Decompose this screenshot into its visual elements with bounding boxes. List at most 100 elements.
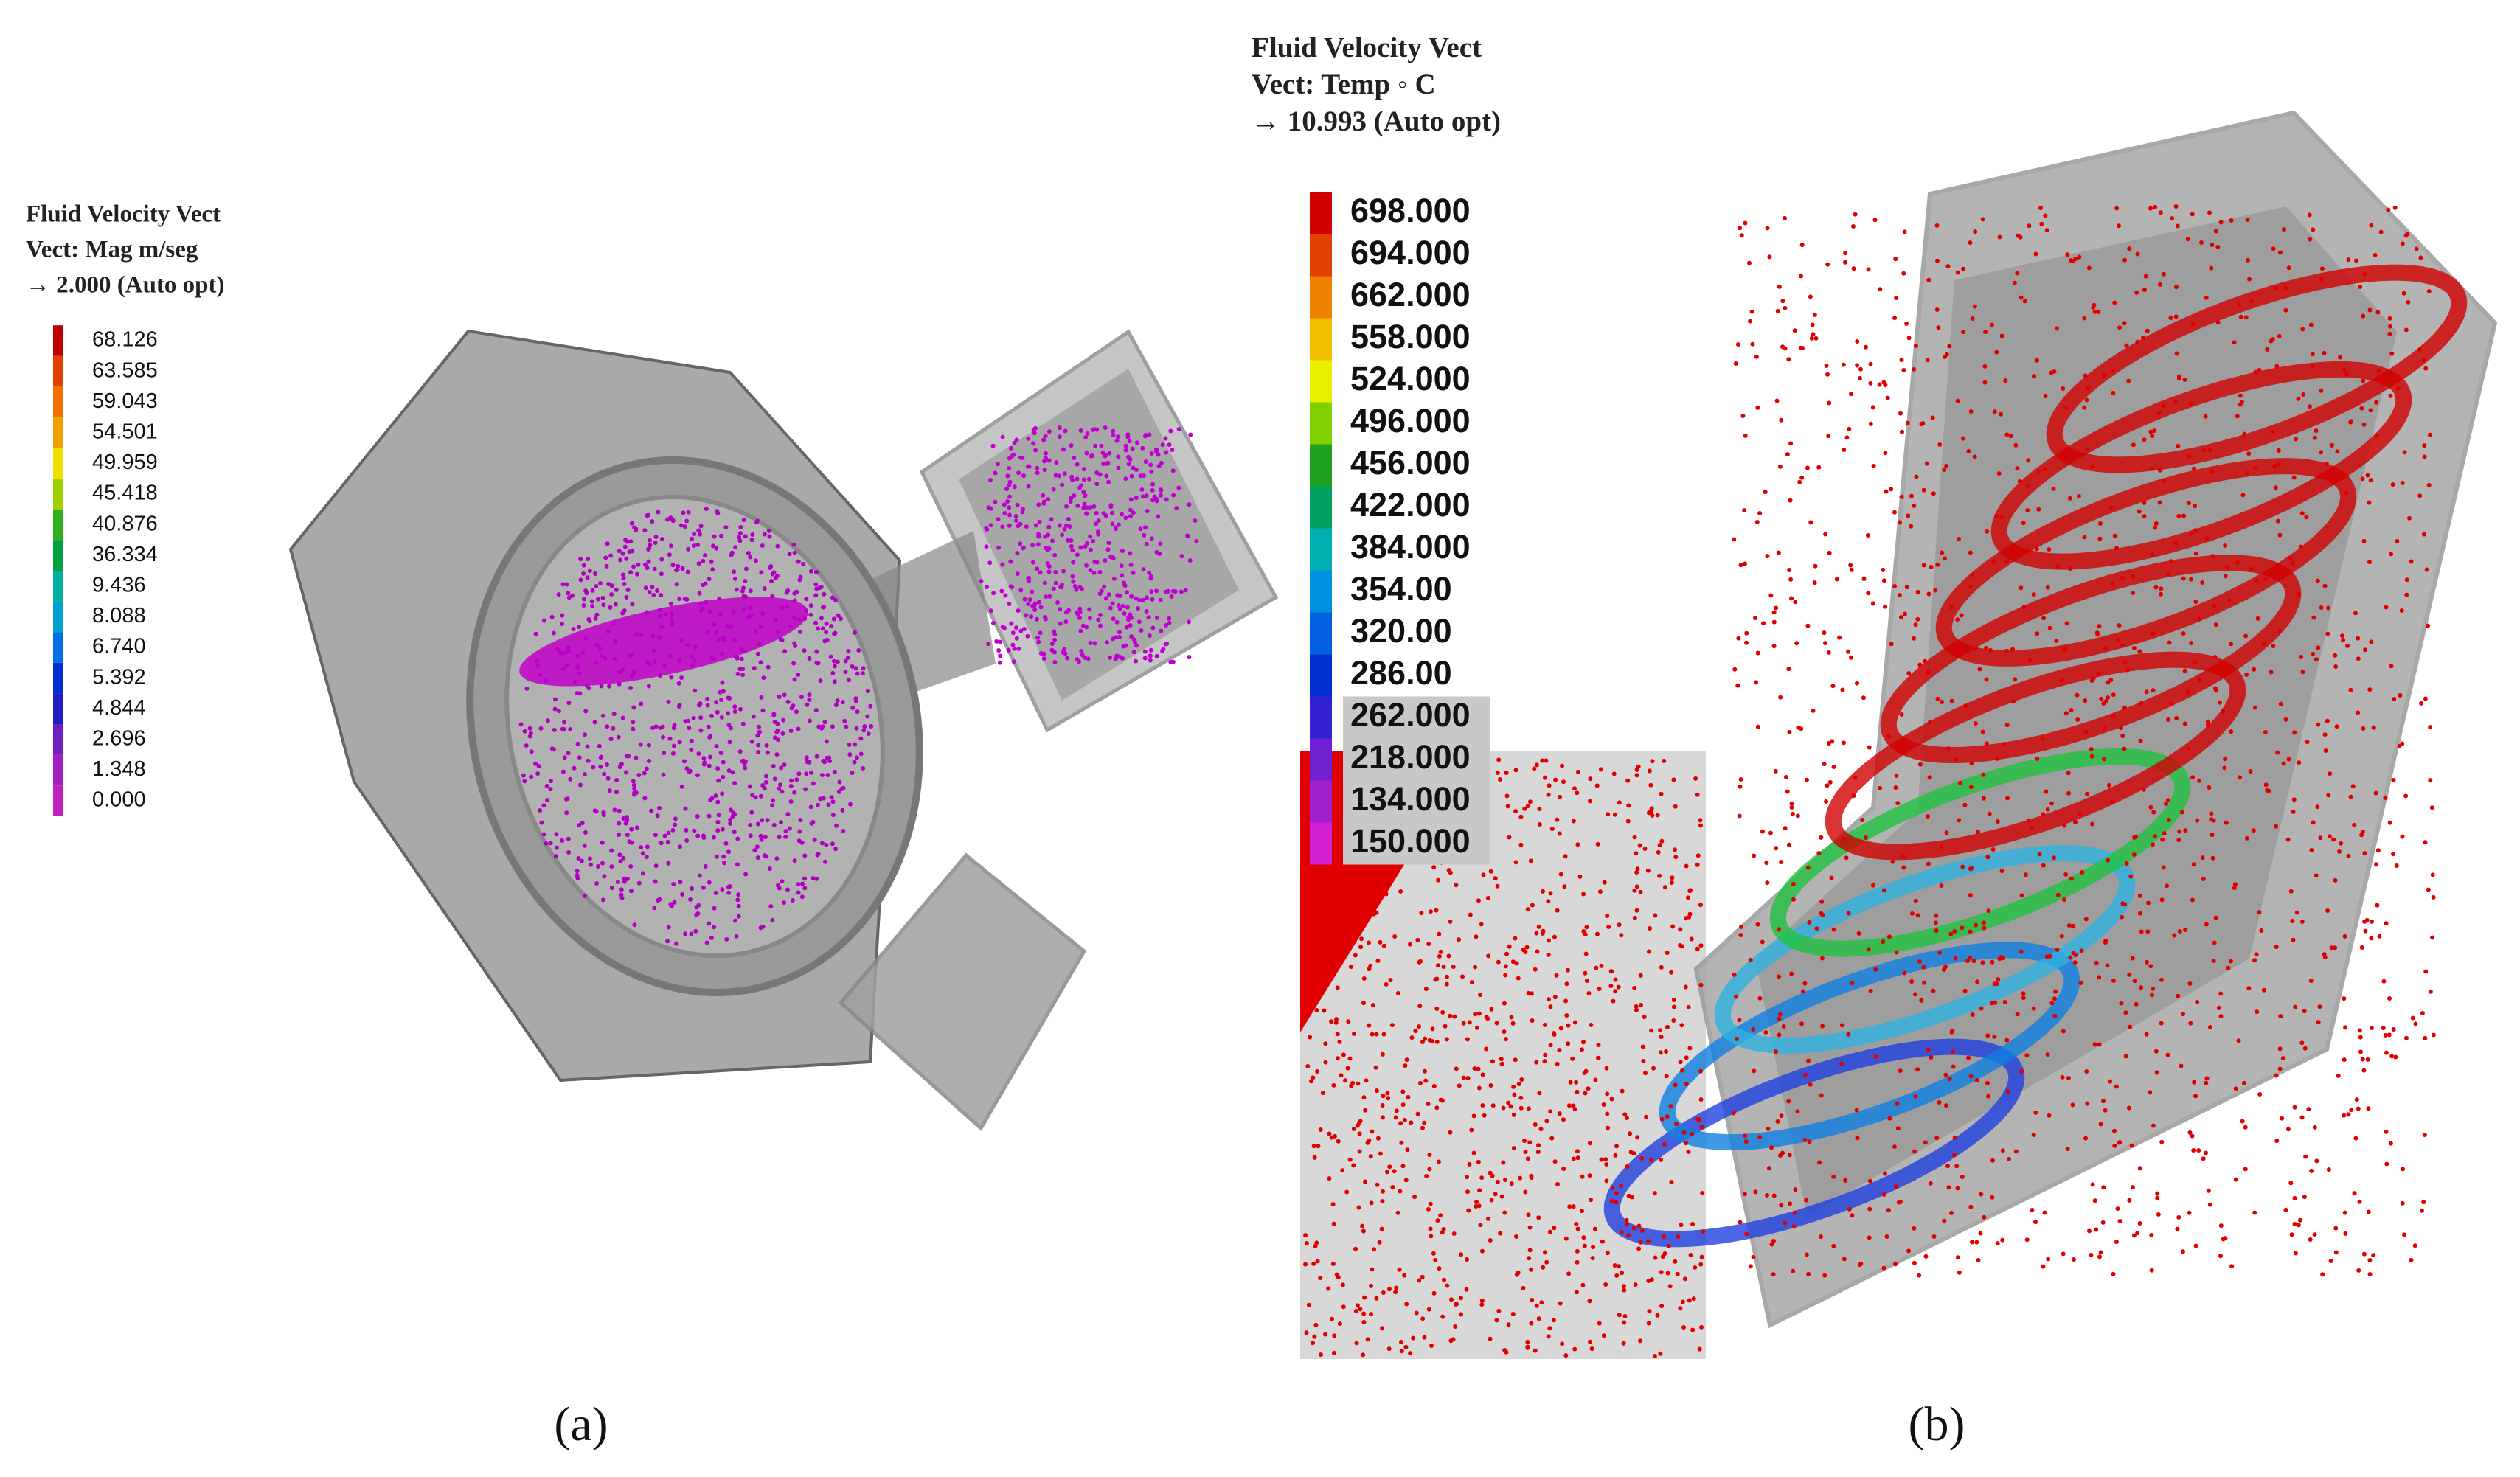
vector-dot [2151, 842, 2156, 847]
vector-dot [1884, 1234, 1889, 1240]
vector-dot [1841, 740, 1846, 746]
vector-dot [1107, 451, 1112, 456]
vector-dot [1734, 1036, 1739, 1041]
vector-dot [758, 793, 763, 799]
vector-dot [834, 823, 839, 828]
vector-dot [2333, 945, 2338, 951]
vector-dot [2423, 969, 2429, 974]
vector-dot [740, 588, 745, 594]
vector-dot [2187, 453, 2192, 459]
vector-dot [829, 624, 834, 629]
vector-dot [1934, 928, 1939, 934]
vector-dot [2004, 559, 2009, 564]
vector-dot [2170, 216, 2175, 221]
vector-dot [653, 833, 658, 838]
vector-dot [787, 552, 792, 557]
vector-dot [1038, 605, 1044, 610]
vector-dot [760, 818, 765, 823]
vector-dot [2070, 259, 2075, 264]
vector-dot [2066, 922, 2072, 928]
vector-dot [1595, 841, 1600, 847]
vector-dot [2361, 422, 2367, 427]
vector-dot [1000, 434, 1005, 439]
vector-dot [790, 898, 795, 903]
vector-dot [820, 724, 825, 729]
vector-dot [2061, 1029, 2066, 1034]
vector-dot [1136, 619, 1142, 625]
vector-dot [1915, 589, 1920, 594]
vector-dot [1594, 931, 1600, 936]
vector-dot [2197, 778, 2202, 783]
vector-dot [601, 813, 606, 818]
vector-dot [721, 689, 726, 694]
vector-dot [1042, 468, 1047, 473]
vector-dot [1370, 1267, 1375, 1272]
vector-dot [1744, 1231, 1749, 1237]
vector-dot [1163, 436, 1168, 441]
vector-dot [1465, 1189, 1470, 1195]
legend-swatch [1310, 696, 1332, 739]
vector-dot [693, 928, 698, 934]
vector-dot [1125, 605, 1130, 610]
vector-dot [2342, 1113, 2347, 1118]
vector-dot [1010, 642, 1016, 647]
vector-dot [2288, 889, 2294, 894]
vector-dot [686, 718, 691, 723]
vector-dot [2394, 863, 2399, 869]
vector-dot [2150, 552, 2155, 557]
vector-dot [2120, 575, 2125, 580]
vector-dot [1624, 1217, 1629, 1223]
vector-dot [2098, 1250, 2103, 1255]
vector-dot [1084, 511, 1089, 516]
vector-dot [1549, 1136, 1555, 1141]
vector-dot [2319, 605, 2324, 610]
vector-dot [1684, 1082, 1689, 1087]
vector-dot [796, 672, 801, 677]
vector-dot [1931, 1234, 1937, 1240]
vector-dot [1589, 1022, 1594, 1027]
vector-dot [1343, 883, 1348, 889]
vector-dot [697, 873, 702, 878]
vector-dot [1536, 1215, 1541, 1220]
vector-dot [2259, 928, 2264, 933]
vector-dot [560, 582, 566, 587]
vector-dot [1827, 779, 1833, 785]
vector-dot [1968, 929, 1973, 934]
vector-dot [1841, 362, 1846, 367]
vector-dot [1555, 1181, 1561, 1186]
vector-dot [814, 876, 819, 881]
vector-dot [2363, 928, 2368, 934]
vector-dot [1905, 420, 1910, 425]
vector-dot [1921, 563, 1926, 568]
vector-dot [1084, 563, 1089, 568]
vector-dot [2100, 1220, 2106, 1225]
vector-dot [695, 833, 701, 838]
vector-dot [1053, 473, 1058, 478]
vector-dot [1603, 1282, 1608, 1287]
vector-dot [691, 715, 696, 720]
vector-dot [1572, 1020, 1577, 1025]
vector-dot [576, 856, 581, 861]
vector-dot [1739, 233, 1744, 238]
vector-dot [1460, 974, 1465, 979]
vector-dot [1896, 1200, 1901, 1205]
vector-dot [2307, 212, 2312, 218]
vector-dot [1774, 605, 1779, 611]
vector-dot [1563, 854, 1568, 859]
vector-dot [684, 518, 690, 524]
vector-dot [2008, 434, 2013, 439]
vector-dot [1799, 243, 1805, 248]
vector-dot [2368, 478, 2373, 483]
vector-dot [1605, 1251, 1610, 1256]
vector-dot [2021, 521, 2026, 526]
vector-dot [2153, 525, 2158, 530]
vector-dot [1776, 550, 1781, 555]
vector-dot [1881, 1265, 1886, 1271]
vector-dot [1096, 617, 1101, 622]
vector-dot [2127, 1198, 2132, 1203]
vector-dot [847, 742, 852, 747]
vector-dot [1906, 513, 1911, 518]
vector-dot [807, 692, 812, 698]
vector-dot [772, 720, 777, 725]
vector-dot [1327, 970, 1332, 975]
